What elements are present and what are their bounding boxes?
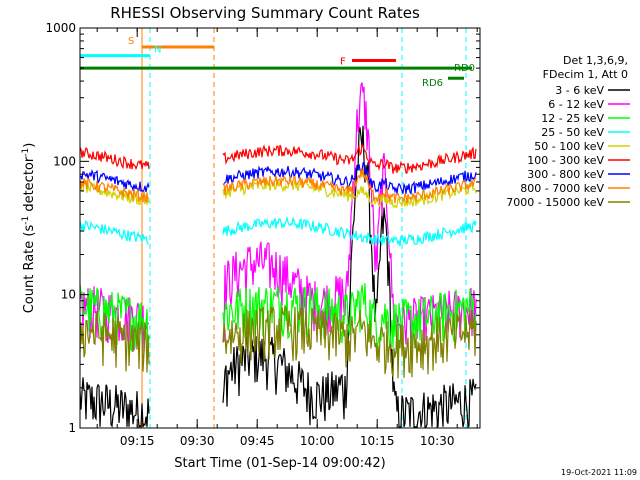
series-lines (79, 82, 477, 429)
chart-title: RHESSI Observing Summary Count Rates (110, 4, 420, 22)
y-axis-label: Count Rate (s-1 detector-1) (21, 143, 37, 314)
y-tick-label: 10 (61, 288, 76, 302)
legend-entry-label: 300 - 800 keV (527, 168, 604, 181)
x-tick-label: 09:30 (180, 434, 215, 448)
y-axis: 1 10 100 1000 (45, 21, 480, 435)
footer-date: 19-Oct-2021 11:09 (561, 468, 637, 477)
legend-header: FDecim 1, Att 0 (543, 68, 628, 81)
legend-entry-label: 25 - 50 keV (541, 126, 604, 139)
flag-label: F (340, 57, 346, 68)
legend-entry-label: 6 - 12 keV (548, 98, 604, 111)
legend-entry-label: 3 - 6 keV (555, 84, 604, 97)
legend-entry-label: 12 - 25 keV (541, 112, 604, 125)
legend-entry-label: 800 - 7000 keV (520, 182, 604, 195)
x-tick-label: 10:00 (300, 434, 335, 448)
legend-entry-label: 7000 - 15000 keV (506, 196, 604, 209)
x-tick-label: 09:45 (240, 434, 275, 448)
series-line (79, 144, 477, 174)
plot-frame (79, 27, 481, 429)
x-tick-label: 09:15 (120, 434, 155, 448)
series-line (79, 159, 477, 196)
y-axis-label-sup: -1 (21, 148, 31, 157)
y-tick-label: 100 (53, 154, 76, 168)
legend-header: Det 1,3,6,9, (563, 54, 628, 67)
flag-label: S (128, 36, 134, 47)
x-axis-label: Start Time (01-Sep-14 09:00:42) (174, 456, 385, 471)
y-tick-label: 1000 (45, 21, 76, 35)
marker-lines (141, 28, 467, 428)
series-line (79, 305, 477, 379)
y-tick-label: 1 (68, 421, 76, 435)
series-line (79, 215, 477, 247)
flag-bars: S N F RD0 RD6 (80, 36, 475, 89)
flag-label: RD6 (422, 78, 443, 89)
flag-label: RD0 (454, 63, 475, 74)
series-line (79, 168, 477, 204)
legend-entry-label: 100 - 300 keV (527, 154, 604, 167)
legend-entry-label: 50 - 100 keV (534, 140, 604, 153)
y-axis-label-part: Count Rate (s (22, 225, 37, 314)
x-tick-label: 10:15 (360, 434, 395, 448)
y-axis-label-part: detector (22, 156, 37, 216)
series-line (79, 125, 477, 429)
y-axis-label-sup: -1 (21, 216, 31, 225)
y-axis-label-part: ) (22, 143, 37, 148)
flag-label: N (154, 45, 161, 56)
x-tick-label: 10:30 (420, 434, 455, 448)
x-axis: 09:15 09:30 09:45 10:00 10:15 10:30 (96, 28, 478, 448)
